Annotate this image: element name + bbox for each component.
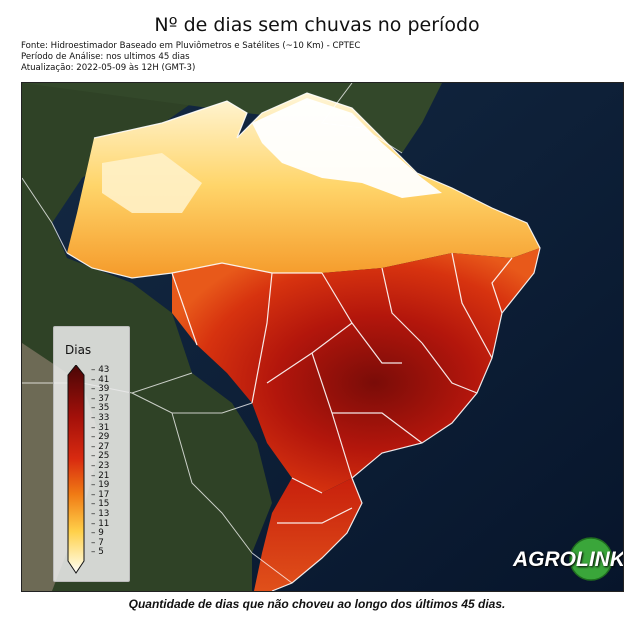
legend-title: Dias (65, 343, 92, 357)
region-south (254, 478, 362, 591)
legend-tick-35: – 35 (91, 403, 110, 414)
legend-tick-27: – 27 (91, 441, 110, 452)
legend-tick-31: – 31 (91, 422, 110, 433)
state-borders (66, 92, 541, 591)
legend-tick-33: – 33 (91, 413, 110, 423)
figure-caption: Quantidade de dias que não choveu ao lon… (128, 597, 506, 611)
update-line: Atualização: 2022-05-09 às 12H (GMT-3) (21, 63, 196, 73)
period-line: Período de Análise: nos ultimos 45 dias (21, 52, 190, 62)
legend-tick-43: – 43 (91, 365, 110, 375)
logo-text: AGROLINK (513, 548, 624, 571)
legend-tick-39: – 39 (91, 384, 110, 395)
agrolink-logo: AGROLINK (511, 537, 623, 581)
logo-badge (569, 537, 613, 581)
legend-tick-21: – 21 (91, 470, 110, 481)
legend-tick-19: – 19 (91, 480, 110, 491)
region-northwest-wet (102, 153, 202, 213)
legend-tick-17: – 17 (91, 489, 110, 500)
legend-tick-9: – 9 (91, 528, 104, 539)
legend-tick-29: – 29 (91, 432, 110, 443)
legend-tick-13: – 13 (91, 509, 110, 519)
legend-tick-5: – 5 (91, 547, 104, 558)
color-legend: Dias – 43– 41– 39– 37– 35– 33– 31– 29– 2… (53, 326, 130, 582)
legend-colorbar (67, 365, 85, 574)
legend-tick-37: – 37 (91, 393, 110, 404)
region-central-high-dry-days (172, 248, 540, 493)
legend-tick-7: – 7 (91, 537, 104, 548)
brazil-dry-days-map: Dias – 43– 41– 39– 37– 35– 33– 31– 29– 2… (21, 82, 624, 592)
legend-tick-15: – 15 (91, 499, 110, 510)
region-amazon-low-dry-days (67, 93, 540, 278)
legend-tick-11: – 11 (91, 518, 110, 529)
source-line: Fonte: Hidroestimador Baseado em Pluviôm… (21, 41, 361, 51)
legend-tick-23: – 23 (91, 461, 110, 471)
legend-tick-25: – 25 (91, 451, 110, 462)
neighbor-land-north (22, 83, 442, 153)
legend-tick-41: – 41 (91, 374, 110, 385)
map-title: Nº de dias sem chuvas no período (154, 14, 480, 36)
region-north-very-wet (252, 98, 442, 198)
